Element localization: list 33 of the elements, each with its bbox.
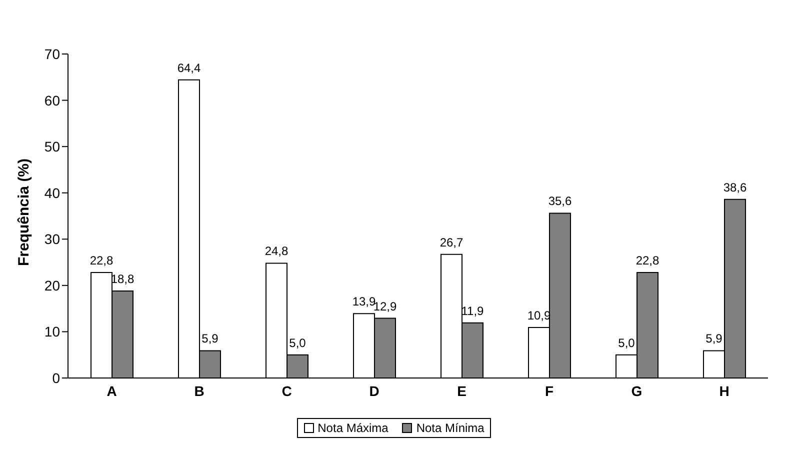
data-label: 22,8 — [636, 253, 660, 268]
legend-label: Nota Máxima — [316, 421, 388, 435]
data-label: 5,0 — [618, 336, 636, 350]
data-label: 5,9 — [202, 332, 219, 346]
y-tick-label: 20 — [44, 277, 60, 294]
x-tick-label: C — [282, 382, 292, 399]
x-tick-label: G — [631, 382, 642, 399]
data-label: 5,0 — [289, 336, 306, 350]
data-label: 22,8 — [90, 253, 114, 268]
y-tick-label: 40 — [44, 184, 60, 201]
x-tick-label: F — [544, 382, 554, 399]
data-label: 38,6 — [723, 180, 747, 194]
y-tick-label: 60 — [44, 92, 60, 108]
data-label: 35,6 — [548, 194, 572, 208]
x-tick-label: B — [194, 382, 204, 399]
x-tick-label: D — [369, 382, 380, 399]
data-label: 11,9 — [461, 304, 484, 318]
data-label: 13,9 — [352, 294, 376, 309]
data-label: 64,4 — [177, 60, 201, 75]
y-tick-label: 50 — [44, 138, 60, 155]
y-tick-label: 30 — [44, 231, 60, 248]
data-label: 26,7 — [440, 235, 464, 250]
y-tick-label: 10 — [44, 324, 60, 340]
data-label: 5,9 — [706, 332, 723, 346]
y-tick-label: 0 — [52, 370, 60, 386]
x-tick-label: E — [457, 382, 466, 399]
x-tick-label: H — [719, 382, 730, 399]
y-tick-label: 70 — [44, 46, 60, 62]
data-label: 24,8 — [264, 244, 288, 258]
x-tick-label: A — [106, 382, 117, 399]
legend-label: Nota Mínima — [415, 421, 484, 435]
data-label: 18,8 — [110, 272, 134, 286]
y-axis-title: Frequência (%) — [15, 158, 32, 266]
